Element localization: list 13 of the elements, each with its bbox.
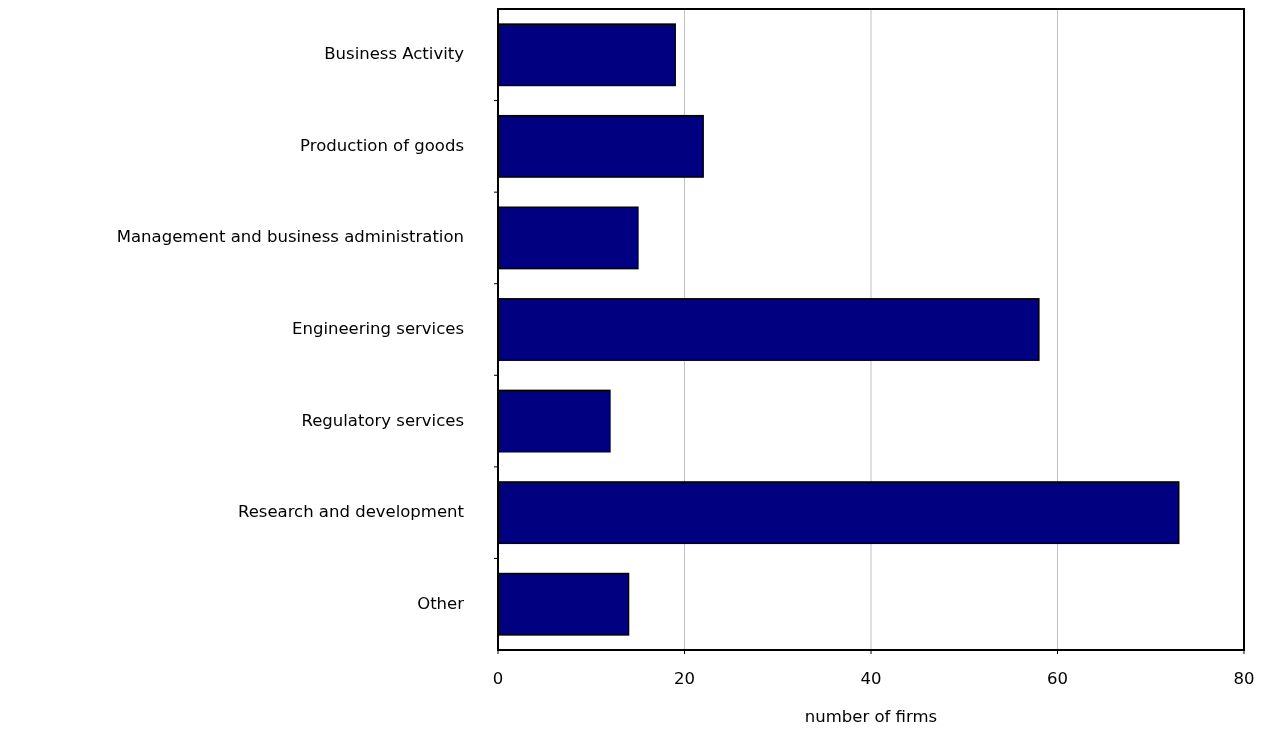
- x-tick-label: 80: [1233, 669, 1255, 688]
- y-tick-label: Other: [417, 593, 465, 613]
- y-tick-label: Engineering services: [292, 319, 464, 338]
- y-tick-label: Production of goods: [300, 135, 464, 155]
- x-tick-label: 60: [1047, 669, 1068, 688]
- y-tick-label: Management and business administration: [116, 227, 464, 247]
- x-axis-title: number of firms: [804, 707, 938, 726]
- y-tick-label: Business Activity: [324, 44, 465, 64]
- y-tick-label: Research and development: [237, 502, 465, 522]
- x-tick-label: 20: [674, 669, 695, 688]
- x-tick-label: 0: [492, 669, 504, 688]
- x-tick-label: 40: [860, 669, 882, 688]
- y-tick-label: Regulatory services: [301, 410, 464, 430]
